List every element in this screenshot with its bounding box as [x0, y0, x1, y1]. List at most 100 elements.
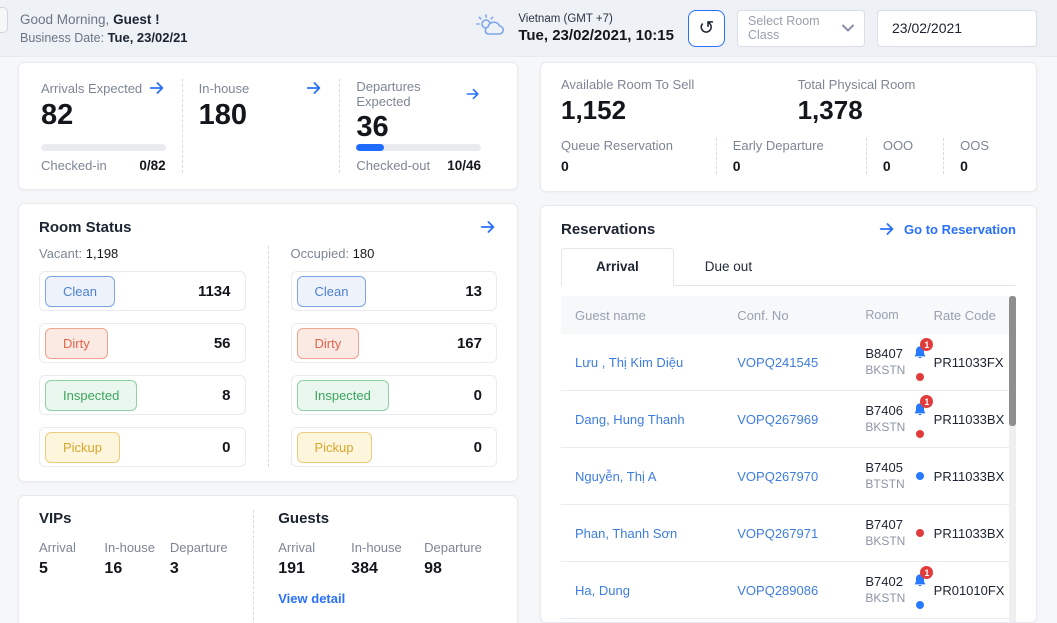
table-scrollbar[interactable] — [1009, 296, 1016, 622]
vips-guests-card: VIPs Arrival 5 In-house 16 Departure 3 — [18, 495, 518, 623]
room-cell: B7405 BTSTN — [865, 455, 933, 497]
total-room-label: Total Physical Room — [797, 77, 916, 92]
conf-no-link[interactable]: VOPQ289086 — [737, 582, 819, 598]
conf-no-link[interactable]: VOPQ267970 — [737, 468, 819, 484]
guests-departure: Departure 98 — [424, 540, 497, 578]
business-date-input[interactable]: 23/02/2021 — [877, 9, 1037, 47]
occupied-dirty-button[interactable]: Dirty — [296, 327, 360, 359]
vips-inhouse: In-house 16 — [104, 540, 169, 578]
guest-name-link[interactable]: Nguyễn, Thị A — [575, 468, 657, 484]
guests-inhouse: In-house 384 — [351, 540, 424, 578]
reservations-table: Guest name Conf. No Room Rate Code Lưu ,… — [561, 296, 1016, 622]
tab-due-out[interactable]: Due out — [704, 259, 753, 274]
go-to-reservation-link[interactable]: Go to Reservation — [878, 220, 1016, 238]
scrollbar-thumb[interactable] — [1009, 296, 1016, 426]
room-number: B8407 — [865, 345, 903, 361]
vacant-inspected-count: 8 — [222, 386, 231, 404]
vacant-dirty-button[interactable]: Dirty — [45, 327, 108, 359]
checked-in-label: Checked-in — [41, 158, 107, 173]
conf-no-link[interactable]: VOPQ267971 — [737, 525, 819, 541]
col-conf-no: Conf. No — [737, 307, 789, 323]
table-row: Ha, Dung VOPQ289086 B7402 BKSTN 1 — [561, 562, 1016, 619]
vacant-value: 1,198 — [85, 246, 119, 261]
greeting: Good Morning, Guest ! — [20, 12, 188, 27]
occupied-value: 180 — [352, 246, 375, 261]
arrivals-expected-label: Arrivals Expected — [41, 80, 143, 96]
guest-name-link[interactable]: Phan, Thanh Sơn — [575, 525, 678, 541]
vips-arrival-value: 5 — [39, 560, 48, 577]
conf-no-link[interactable]: VOPQ267969 — [737, 411, 819, 427]
ooo-item: OOO 0 — [865, 138, 943, 174]
bell-icon[interactable]: 1 — [912, 395, 934, 418]
bell-icon[interactable]: 1 — [912, 338, 934, 361]
availability-card: Available Room To Sell 1,152 Total Physi… — [540, 62, 1037, 192]
business-date-label: Business Date: — [20, 30, 105, 45]
go-to-reservation-label: Go to Reservation — [904, 221, 1016, 237]
guest-name-link[interactable]: Ha, Dung — [575, 582, 630, 598]
vacant-pickup-row: Pickup 0 — [39, 427, 246, 467]
occupied-column: Occupied: 180 Clean 13 Dirty 167 Inspect… — [269, 246, 497, 467]
occupied-pickup-button[interactable]: Pickup — [296, 431, 372, 463]
room-status-arrow-icon[interactable] — [479, 218, 497, 236]
status-dot — [916, 529, 925, 537]
room-number: B7405 — [865, 459, 903, 475]
departures-expected-label: Departures Expected — [356, 79, 421, 109]
departures-arrow-icon[interactable] — [465, 85, 481, 103]
room-cell: B7407 BKSTN — [865, 512, 933, 554]
queue-reservation-item: Queue Reservation 0 — [561, 138, 716, 174]
guests-departure-label: Departure — [424, 540, 482, 555]
vacant-clean-button[interactable]: Clean — [45, 275, 115, 307]
queue-reservation-value: 0 — [561, 158, 569, 174]
vacant-column: Vacant: 1,198 Clean 1134 Dirty 56 Inspec… — [39, 246, 269, 467]
checked-out-label: Checked-out — [356, 158, 431, 173]
conf-no-link[interactable]: VOPQ241545 — [737, 354, 819, 370]
go-to-reservation-arrow-icon — [879, 223, 894, 235]
vips-inhouse-value: 16 — [104, 560, 123, 577]
early-departure-label: Early Departure — [732, 138, 824, 153]
room-class-select[interactable]: Select Room Class — [737, 9, 865, 47]
rate-code: PR11033BX — [933, 525, 1005, 541]
refresh-button[interactable]: ↺ — [688, 9, 725, 47]
room-type: BTSTN — [865, 476, 905, 491]
ooo-value: 0 — [882, 158, 891, 174]
occupied-clean-button[interactable]: Clean — [296, 275, 367, 307]
bell-icon[interactable]: 1 — [912, 566, 934, 589]
vacant-label: Vacant: — [39, 246, 83, 261]
room-type: BKSTN — [865, 533, 906, 548]
arrivals-expected-section: Arrivals Expected 82 Checked-in 0/82 — [39, 79, 183, 173]
early-departure-item: Early Departure 0 — [715, 138, 866, 174]
guests-departure-value: 98 — [424, 560, 442, 577]
room-number: B7406 — [865, 402, 903, 418]
checked-out-progressbar — [356, 144, 482, 151]
top-header: Good Morning, Guest ! Business Date: Tue… — [0, 0, 1057, 57]
vacant-inspected-button[interactable]: Inspected — [45, 379, 138, 411]
vips-departure-label: Departure — [169, 540, 228, 555]
total-room-section: Total Physical Room 1,378 — [798, 77, 916, 126]
guest-name-link[interactable]: Lưu , Thị Kim Diệu — [575, 354, 684, 370]
table-row: Nguyễn, Thị A VOPQ267970 B7405 BTSTN PR1… — [561, 448, 1016, 505]
occupied-inspected-button[interactable]: Inspected — [296, 379, 389, 411]
guest-name-link[interactable]: Dang, Hung Thanh — [575, 411, 685, 427]
col-rate-code: Rate Code — [933, 307, 996, 323]
arrivals-arrow-icon[interactable] — [148, 79, 166, 97]
rate-code: PR11033BX — [933, 468, 1005, 484]
tab-arrival[interactable]: Arrival — [561, 248, 674, 286]
room-class-placeholder: Select Room Class — [748, 14, 820, 42]
occupied-clean-count: 13 — [465, 282, 482, 300]
total-room-value: 1,378 — [797, 95, 863, 125]
guests-title: Guests — [278, 510, 330, 527]
weather-block: Vietnam (GMT +7) Tue, 23/02/2021, 10:15 — [476, 13, 674, 44]
room-type: BKSTN — [865, 419, 906, 434]
inhouse-label: In-house — [198, 80, 250, 96]
business-date: Business Date: Tue, 23/02/21 — [20, 30, 188, 45]
notification-badge: 1 — [920, 566, 934, 579]
oos-value: 0 — [960, 158, 968, 174]
status-dot — [916, 373, 925, 381]
inhouse-arrow-icon[interactable] — [305, 79, 323, 97]
occupied-clean-row: Clean 13 — [290, 271, 497, 311]
greeting-block: Good Morning, Guest ! Business Date: Tue… — [20, 12, 188, 45]
inhouse-value: 180 — [198, 99, 248, 131]
view-detail-link[interactable]: View detail — [278, 591, 346, 606]
reservations-card: Reservations Go to Reservation Arrival D… — [540, 205, 1037, 623]
vacant-pickup-button[interactable]: Pickup — [45, 431, 121, 463]
